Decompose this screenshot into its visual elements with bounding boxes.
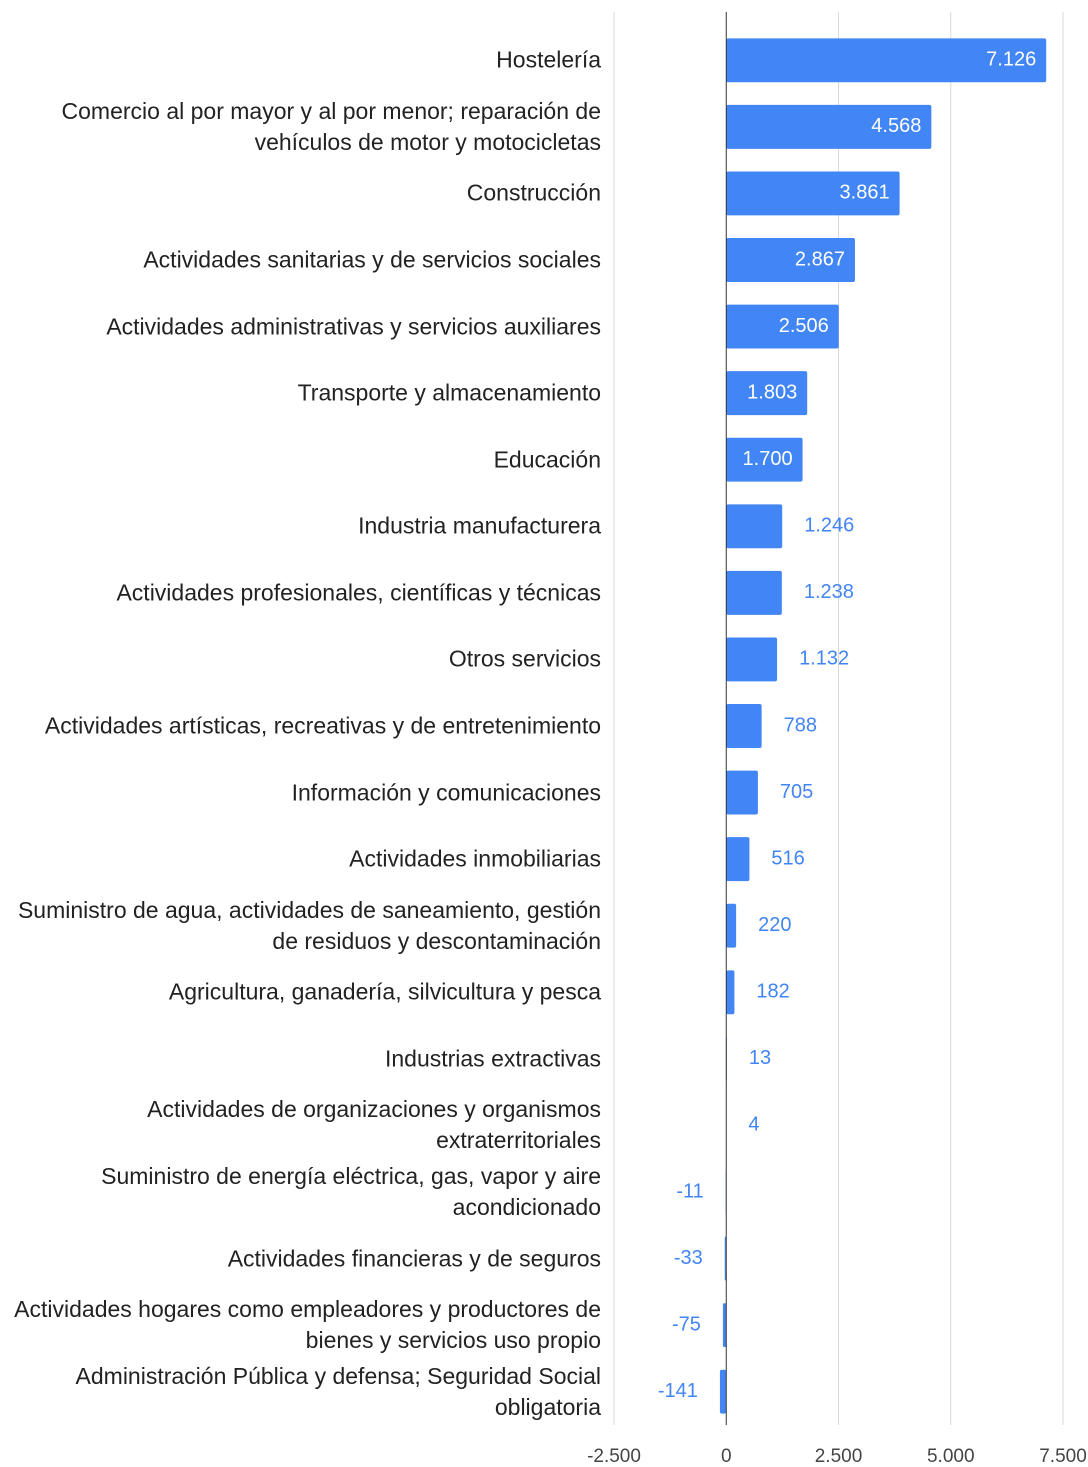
bar <box>722 1303 727 1348</box>
category-label: Actividades sanitarias y de servicios so… <box>143 246 601 273</box>
x-tick-label: 0 <box>721 1446 732 1467</box>
value-label: 1.238 <box>804 581 854 603</box>
x-tick-label: 2.500 <box>815 1446 863 1467</box>
value-label: -75 <box>672 1313 701 1335</box>
bar <box>726 704 762 748</box>
category-label: Información y comunicaciones <box>291 779 601 806</box>
x-tick-label: 7.500 <box>1039 1446 1087 1467</box>
category-label: Industria manufacturera <box>358 512 601 539</box>
category-label: Actividades profesionales, científicas y… <box>116 579 601 606</box>
value-label: 1.803 <box>747 381 797 403</box>
bar <box>719 1369 727 1414</box>
value-label: 13 <box>749 1047 771 1069</box>
value-label: 3.861 <box>840 182 890 204</box>
value-label: 7.126 <box>986 49 1036 71</box>
bar <box>726 903 737 948</box>
value-label: 516 <box>771 847 804 869</box>
value-label: 1.132 <box>799 648 849 670</box>
category-label: Suministro de agua, actividades de sanea… <box>17 896 601 954</box>
bar <box>726 304 839 349</box>
category-label: Suministro de energía eléctrica, gas, va… <box>101 1163 601 1220</box>
value-label: -33 <box>674 1247 703 1269</box>
bar <box>726 970 735 1015</box>
bar <box>726 570 782 615</box>
value-label: 182 <box>756 981 789 1003</box>
value-label: -11 <box>676 1180 703 1202</box>
x-tick-label: 5.000 <box>927 1446 975 1467</box>
value-label: 4 <box>748 1114 759 1136</box>
value-label: 1.700 <box>743 448 793 470</box>
category-label: Actividades inmobiliarias <box>349 845 601 872</box>
value-label: -141 <box>658 1380 698 1402</box>
category-label: Hostelería <box>496 46 601 73</box>
bar <box>726 770 758 815</box>
value-label: 220 <box>758 914 791 936</box>
value-label: 4.568 <box>871 115 921 137</box>
bar <box>726 238 855 282</box>
bar <box>726 837 750 882</box>
bar <box>726 38 1047 83</box>
category-label: Actividades artísticas, recreativas y de… <box>44 712 601 739</box>
value-label: 1.246 <box>804 515 854 537</box>
category-label: Actividades administrativas y servicios … <box>106 313 601 340</box>
category-label: Actividades hogares como empleadores y p… <box>14 1296 601 1354</box>
category-label: Educación <box>493 446 601 473</box>
bar <box>726 171 900 216</box>
bar <box>726 504 783 549</box>
value-label: 2.867 <box>795 248 845 270</box>
value-label: 2.506 <box>779 315 829 337</box>
category-label: Agricultura, ganadería, silvicultura y p… <box>168 978 601 1005</box>
category-label: Comercio al por mayor y al por menor; re… <box>61 97 601 155</box>
category-label: Industrias extractivas <box>384 1045 601 1072</box>
bar <box>726 437 803 482</box>
category-label: Construcción <box>466 179 601 206</box>
value-label: 788 <box>784 714 817 736</box>
category-label: Otros servicios <box>448 645 601 672</box>
category-label: Transporte y almacenamiento <box>297 379 601 406</box>
category-label: Actividades de organizaciones y organism… <box>147 1096 601 1154</box>
category-label: Administración Pública y defensa; Seguri… <box>75 1362 601 1420</box>
value-label: 705 <box>780 781 813 803</box>
bar <box>726 104 932 149</box>
bar <box>726 637 778 682</box>
x-tick-label: -2.500 <box>587 1446 641 1467</box>
bar <box>726 371 808 416</box>
category-label: Actividades financieras y de seguros <box>227 1245 601 1272</box>
